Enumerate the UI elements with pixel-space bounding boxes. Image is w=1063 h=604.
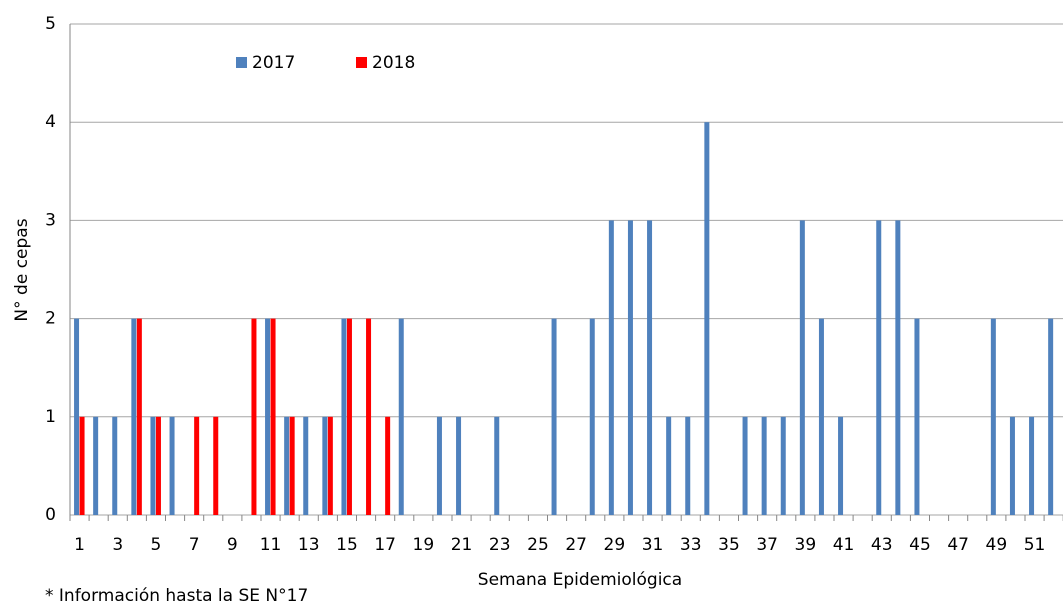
bar bbox=[169, 416, 175, 515]
bar bbox=[385, 416, 391, 515]
x-tick-label: 11 bbox=[260, 535, 282, 555]
legend-label: 2018 bbox=[372, 53, 415, 73]
x-tick-label: 47 bbox=[947, 535, 969, 555]
x-tick-label: 41 bbox=[833, 535, 855, 555]
bar bbox=[265, 318, 271, 515]
y-tick-label: 3 bbox=[45, 210, 56, 230]
bar bbox=[131, 318, 137, 515]
x-tick-label: 43 bbox=[871, 535, 893, 555]
y-tick-label: 5 bbox=[45, 14, 56, 34]
bar bbox=[818, 318, 824, 515]
x-tick-label: 39 bbox=[795, 535, 817, 555]
bar bbox=[1048, 318, 1054, 515]
bar bbox=[112, 416, 118, 515]
bar bbox=[914, 318, 920, 515]
x-tick-label: 25 bbox=[527, 535, 549, 555]
y-tick-label: 1 bbox=[45, 407, 56, 427]
bar bbox=[270, 318, 276, 515]
bar bbox=[838, 416, 844, 515]
x-tick-label: 1 bbox=[74, 535, 85, 555]
bar bbox=[761, 416, 767, 515]
legend-swatch bbox=[356, 57, 367, 68]
bar bbox=[647, 220, 653, 515]
x-tick-label: 15 bbox=[336, 535, 358, 555]
x-axis-label: Semana Epidemiológica bbox=[478, 570, 682, 590]
x-tick-label: 31 bbox=[642, 535, 664, 555]
x-tick-label: 7 bbox=[189, 535, 200, 555]
bar bbox=[456, 416, 462, 515]
bar bbox=[346, 318, 352, 515]
bar bbox=[551, 318, 557, 515]
bar bbox=[289, 416, 295, 515]
bar bbox=[990, 318, 996, 515]
x-tick-label: 19 bbox=[413, 535, 435, 555]
bar bbox=[704, 122, 710, 515]
bar bbox=[327, 416, 333, 515]
bar bbox=[284, 416, 290, 515]
bar bbox=[1009, 416, 1015, 515]
x-tick-label: 29 bbox=[604, 535, 626, 555]
bar bbox=[213, 416, 219, 515]
x-tick-label: 21 bbox=[451, 535, 473, 555]
bar bbox=[876, 220, 882, 515]
x-tick-label: 5 bbox=[151, 535, 162, 555]
bar bbox=[194, 416, 200, 515]
bar bbox=[79, 416, 85, 515]
bar bbox=[251, 318, 257, 515]
x-tick-label: 13 bbox=[298, 535, 320, 555]
x-tick-label: 27 bbox=[565, 535, 587, 555]
bar bbox=[136, 318, 142, 515]
x-tick-label: 33 bbox=[680, 535, 702, 555]
footnote: * Información hasta la SE N°17 bbox=[45, 586, 308, 604]
y-axis-label: N° de cepas bbox=[12, 218, 32, 321]
bar bbox=[742, 416, 748, 515]
bar bbox=[303, 416, 309, 515]
bar bbox=[627, 220, 633, 515]
x-tick-label: 49 bbox=[986, 535, 1008, 555]
legend-label: 2017 bbox=[252, 53, 295, 73]
y-tick-label: 2 bbox=[45, 309, 56, 329]
bar bbox=[799, 220, 805, 515]
bar bbox=[74, 318, 80, 515]
x-tick-label: 3 bbox=[112, 535, 123, 555]
bar bbox=[780, 416, 786, 515]
x-tick-label: 51 bbox=[1024, 535, 1046, 555]
bar bbox=[494, 416, 500, 515]
bar bbox=[150, 416, 156, 515]
legend-swatch bbox=[236, 57, 247, 68]
bar bbox=[589, 318, 595, 515]
x-tick-label: 37 bbox=[756, 535, 778, 555]
x-tick-label: 9 bbox=[227, 535, 238, 555]
x-tick-label: 45 bbox=[909, 535, 931, 555]
y-tick-label: 0 bbox=[45, 505, 56, 525]
bar bbox=[155, 416, 161, 515]
bar bbox=[341, 318, 347, 515]
bar bbox=[1029, 416, 1035, 515]
bar bbox=[666, 416, 672, 515]
bar bbox=[93, 416, 99, 515]
bar bbox=[685, 416, 691, 515]
bar bbox=[436, 416, 442, 515]
bar bbox=[366, 318, 372, 515]
bar bbox=[608, 220, 614, 515]
bar bbox=[322, 416, 328, 515]
bar bbox=[398, 318, 404, 515]
x-tick-label: 35 bbox=[718, 535, 740, 555]
x-tick-label: 23 bbox=[489, 535, 511, 555]
x-tick-label: 17 bbox=[374, 535, 396, 555]
y-tick-label: 4 bbox=[45, 112, 56, 132]
bar bbox=[895, 220, 901, 515]
